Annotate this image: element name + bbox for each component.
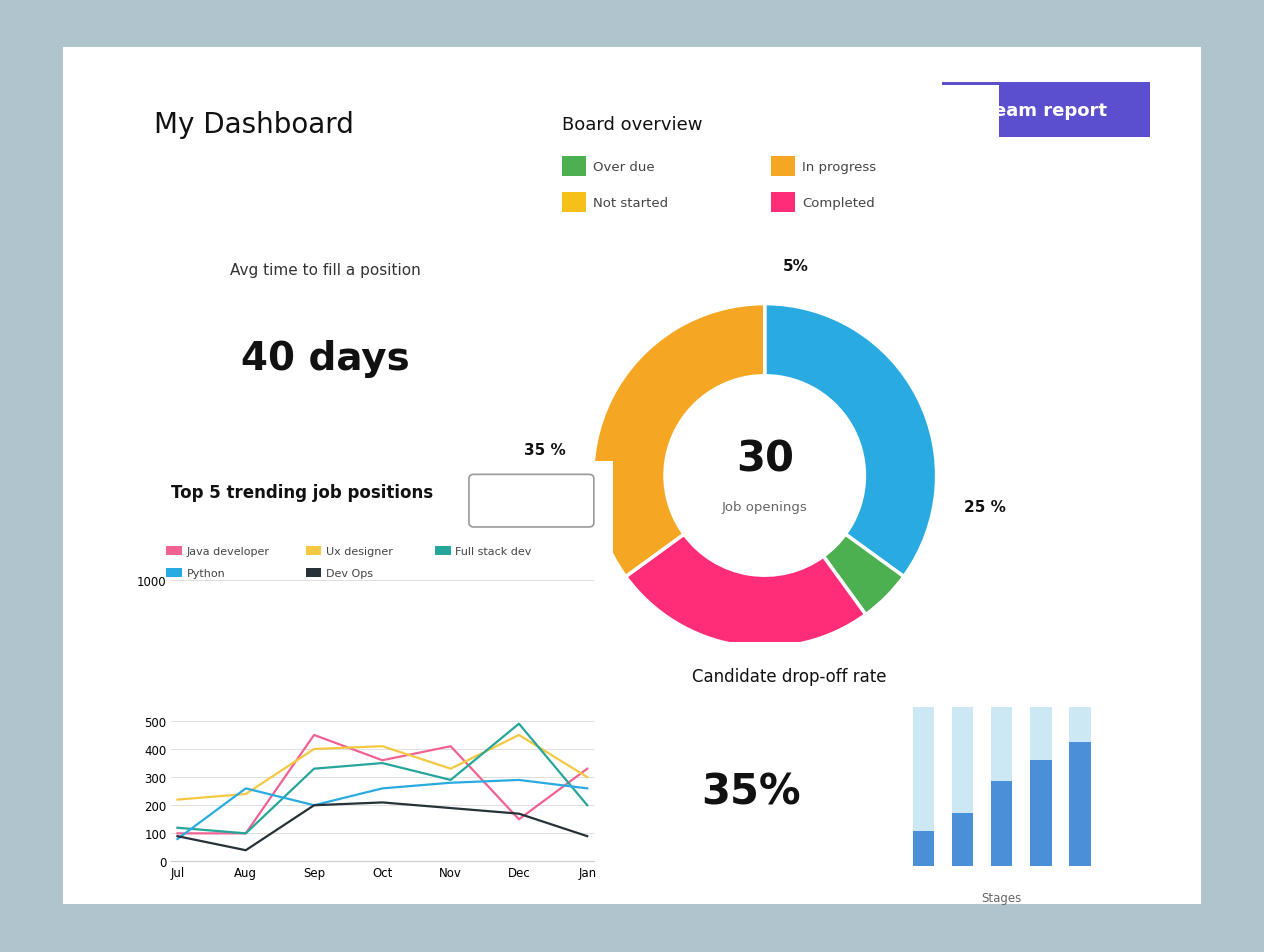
Text: 35 %: 35 % — [723, 684, 765, 698]
FancyBboxPatch shape — [469, 475, 594, 527]
Text: Job openings: Job openings — [722, 501, 808, 513]
FancyBboxPatch shape — [142, 198, 509, 435]
Bar — [771, 192, 795, 213]
Text: Completed: Completed — [801, 196, 875, 209]
Text: My Dashboard: My Dashboard — [154, 110, 354, 139]
Text: Full stack dev: Full stack dev — [455, 546, 532, 556]
FancyBboxPatch shape — [520, 78, 1004, 812]
Bar — [167, 546, 182, 556]
Bar — [952, 707, 973, 866]
Bar — [306, 546, 321, 556]
FancyBboxPatch shape — [52, 39, 1212, 913]
Bar — [913, 831, 934, 866]
Bar — [991, 782, 1012, 866]
Wedge shape — [593, 305, 765, 577]
Text: Top 5 trending job positions: Top 5 trending job positions — [171, 484, 434, 502]
Wedge shape — [765, 305, 937, 577]
Text: Candidate drop-off rate: Candidate drop-off rate — [691, 667, 886, 685]
Text: 30: 30 — [736, 438, 794, 480]
Text: 35 %: 35 % — [523, 443, 565, 458]
Text: Stages: Stages — [982, 891, 1021, 904]
Bar — [435, 546, 451, 556]
Wedge shape — [823, 534, 904, 615]
Text: Over due: Over due — [593, 160, 655, 173]
Bar — [1069, 707, 1091, 866]
Text: 40 days: 40 days — [241, 340, 410, 378]
Text: Team report: Team report — [985, 102, 1107, 119]
Bar — [1069, 743, 1091, 866]
Bar — [306, 568, 321, 578]
Bar — [1030, 761, 1052, 866]
Text: In progress: In progress — [801, 160, 876, 173]
Text: 5%: 5% — [782, 259, 809, 274]
FancyBboxPatch shape — [128, 457, 618, 904]
Bar — [991, 707, 1012, 866]
Bar — [562, 192, 586, 213]
Text: Java developer: Java developer — [187, 546, 269, 556]
Text: Board overview: Board overview — [562, 116, 703, 134]
Bar — [167, 568, 182, 578]
Text: Not started: Not started — [593, 196, 669, 209]
Text: 25 %: 25 % — [964, 500, 1006, 514]
Wedge shape — [626, 534, 866, 647]
Text: Avg time to fill a position: Avg time to fill a position — [230, 263, 421, 277]
FancyBboxPatch shape — [659, 640, 1136, 902]
Bar — [952, 813, 973, 866]
Text: 35%: 35% — [702, 771, 800, 813]
Bar — [1030, 707, 1052, 866]
FancyBboxPatch shape — [932, 80, 1160, 141]
Text: June  ∨: June ∨ — [509, 495, 554, 507]
Text: Python: Python — [187, 568, 225, 578]
Bar — [771, 157, 795, 177]
Bar — [562, 157, 586, 177]
Text: Dev Ops: Dev Ops — [326, 568, 373, 578]
Text: Ux designer: Ux designer — [326, 546, 393, 556]
Bar — [913, 707, 934, 866]
